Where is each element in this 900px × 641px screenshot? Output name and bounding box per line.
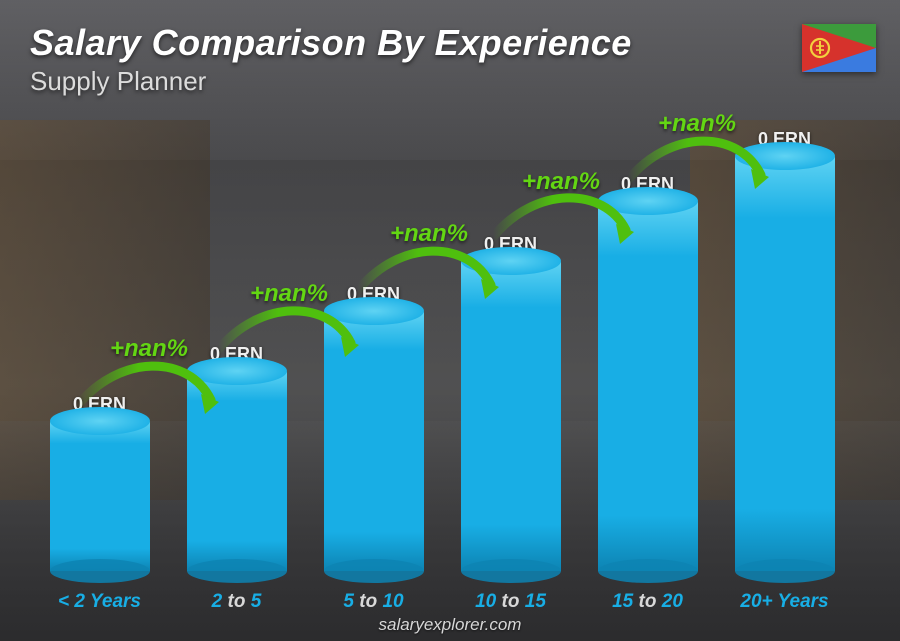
- bar: [461, 261, 561, 571]
- x-axis-label: < 2 Years: [40, 591, 159, 613]
- chart-title: Salary Comparison By Experience: [30, 22, 632, 64]
- bar-column: 0 ERN: [40, 394, 159, 571]
- x-axis-label: 15 to 20: [588, 591, 707, 613]
- x-axis-label: 20+ Years: [725, 591, 844, 613]
- chart-subtitle: Supply Planner: [30, 66, 206, 97]
- bar-column: 0 ERN: [314, 284, 433, 571]
- bar-column: 0 ERN: [725, 129, 844, 571]
- bar: [324, 311, 424, 571]
- bar: [598, 201, 698, 571]
- bar: [50, 421, 150, 571]
- x-axis-label: 10 to 15: [451, 591, 570, 613]
- bar: [735, 156, 835, 571]
- x-axis-label: 5 to 10: [314, 591, 433, 613]
- bar-column: 0 ERN: [451, 234, 570, 571]
- footer-attribution: salaryexplorer.com: [0, 615, 900, 635]
- bar: [187, 371, 287, 571]
- bar-column: 0 ERN: [177, 344, 296, 571]
- bar-column: 0 ERN: [588, 174, 707, 571]
- x-axis-labels: < 2 Years 2 to 5 5 to 10 10 to 15 15 to 20 20…: [40, 591, 844, 613]
- country-flag-icon: [802, 24, 876, 72]
- bar-chart: 0 ERN0 ERN0 ERN0 ERN0 ERN0 ERN: [40, 101, 844, 571]
- infographic-stage: Salary Comparison By Experience Supply P…: [0, 0, 900, 641]
- x-axis-label: 2 to 5: [177, 591, 296, 613]
